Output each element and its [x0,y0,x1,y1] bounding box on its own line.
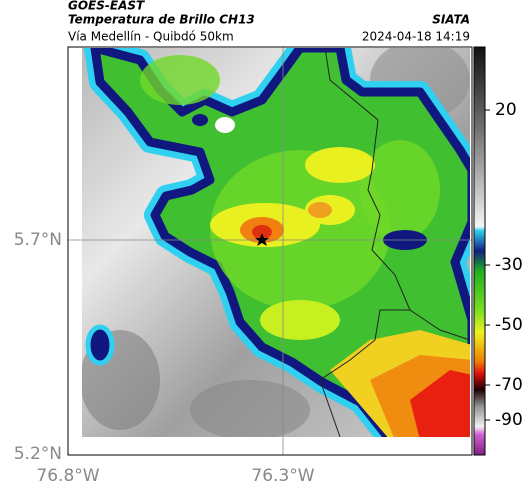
timestamp: 2024-04-18 14:19 [362,30,470,44]
colorbar-tick-label: -90 [495,410,523,430]
subtitle: Vía Medellín - Quibdó 50km [68,30,234,44]
colorbar-tick-label: -50 [495,315,523,335]
location-star [255,233,269,246]
org: SIATA [432,13,470,27]
satellite-image [82,48,470,437]
lat-label: 5.7°N [14,230,62,250]
colorbar [473,46,486,456]
lon-label: 76.3°W [251,466,314,486]
colorbar-tick-label: 20 [495,100,517,120]
colorbar-tick-label: -30 [495,255,523,275]
map-frame [67,46,473,456]
colorbar-ticks [485,109,490,421]
title: Temperatura de Brillo CH13 [68,13,255,27]
colorbar-tick-label: -70 [495,375,523,395]
source: GOES-EAST [68,0,145,13]
lat-label: 5.2°N [14,444,62,464]
lon-label: 76.8°W [36,466,99,486]
